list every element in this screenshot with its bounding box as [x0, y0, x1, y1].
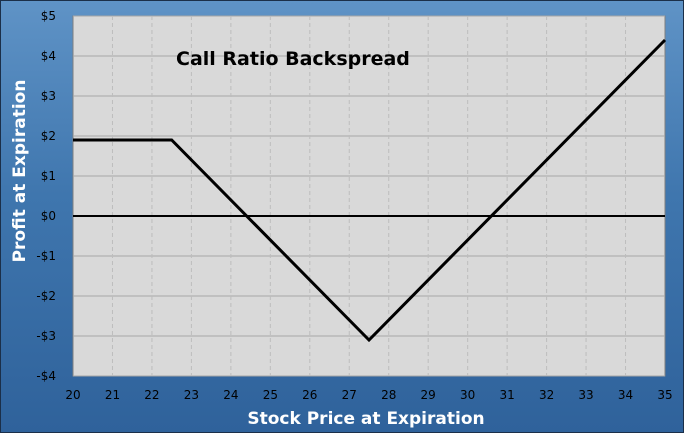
y-axis-title: Profit at Expiration — [10, 80, 30, 263]
x-tick-label: 27 — [342, 388, 357, 402]
y-tick-label: -$4 — [36, 369, 56, 383]
chart-title: Call Ratio Backspread — [176, 48, 410, 70]
plot-area — [72, 15, 666, 377]
x-tick-label: 20 — [65, 388, 80, 402]
y-tick-label: $4 — [41, 49, 56, 63]
vertical-gridlines — [111, 16, 627, 376]
x-tick-label: 33 — [578, 388, 593, 402]
y-tick-label: $3 — [41, 89, 56, 103]
y-tick-label: -$3 — [36, 329, 56, 343]
x-tick-label: 22 — [144, 388, 159, 402]
x-tick-label: 35 — [657, 388, 672, 402]
x-tick-label: 30 — [460, 388, 475, 402]
x-tick-label: 29 — [421, 388, 436, 402]
series-line — [73, 38, 667, 343]
x-axis-title: Stock Price at Expiration — [247, 409, 484, 429]
x-tick-label: 32 — [539, 388, 554, 402]
x-tick-label: 21 — [105, 388, 120, 402]
x-tick-label: 28 — [381, 388, 396, 402]
y-tick-label: $2 — [41, 129, 56, 143]
y-tick-label: $0 — [41, 209, 56, 223]
x-tick-label: 25 — [263, 388, 278, 402]
x-tick-label: 34 — [618, 388, 633, 402]
y-tick-label: -$1 — [36, 249, 56, 263]
x-tick-label: 26 — [302, 388, 317, 402]
series-group — [73, 38, 667, 343]
y-tick-label: $5 — [41, 9, 56, 23]
y-tick-label: $1 — [41, 169, 56, 183]
x-tick-label: 24 — [223, 388, 238, 402]
y-tick-label: -$2 — [36, 289, 56, 303]
horizontal-gridlines — [73, 15, 665, 377]
x-tick-label: 31 — [499, 388, 514, 402]
x-tick-label: 23 — [184, 388, 199, 402]
y-tick-labels: $5 $4 $3 $2 $1 $0 -$1 -$2 -$3 -$4 — [36, 9, 56, 383]
x-tick-labels: 20 21 22 23 24 25 26 27 28 29 30 31 32 33 34 35 — [65, 388, 672, 402]
